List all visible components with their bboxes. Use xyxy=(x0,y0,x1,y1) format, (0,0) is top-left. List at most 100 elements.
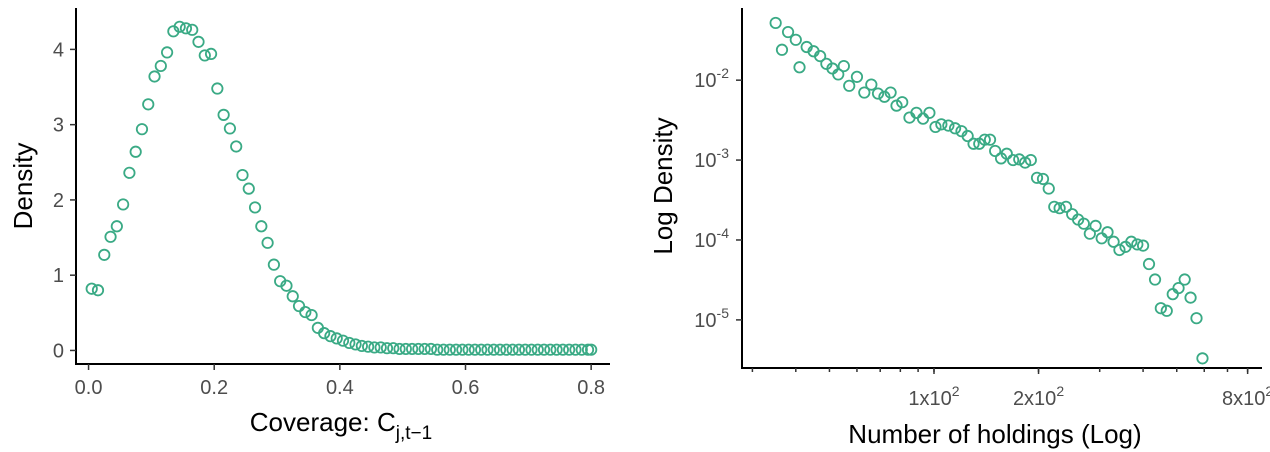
coverage-density-chart: 0 1 2 3 4 0.0 0.2 0.4 0.6 0.8 Density Coverage: … xyxy=(8,8,610,444)
coverage-point xyxy=(267,258,280,271)
holdings-point xyxy=(935,118,948,131)
holdings-log-density-chart: 10-5 10-4 10-3 10-2 1x102 2x102 8x102 Log Den… xyxy=(648,8,1270,449)
holdings-point xyxy=(1030,171,1044,184)
coverage-point xyxy=(468,343,482,356)
coverage-point xyxy=(449,343,463,356)
coverage-point xyxy=(399,342,412,356)
coverage-point xyxy=(512,343,526,356)
holdings-point xyxy=(871,87,885,100)
holdings-point xyxy=(814,50,827,63)
coverage-point xyxy=(475,343,488,356)
left-y-tick-label: 2 xyxy=(53,190,64,212)
coverage-point xyxy=(292,299,306,313)
coverage-point xyxy=(537,343,551,356)
holdings-point xyxy=(1083,227,1096,240)
coverage-point xyxy=(135,123,149,136)
coverage-point xyxy=(519,343,532,356)
coverage-point xyxy=(248,201,262,214)
coverage-point xyxy=(255,220,268,233)
holdings-point xyxy=(865,78,878,91)
coverage-point xyxy=(525,343,538,356)
holdings-point xyxy=(923,106,936,119)
holdings-point xyxy=(1107,235,1120,248)
holdings-point xyxy=(1077,217,1090,230)
holdings-point xyxy=(1166,288,1179,301)
coverage-point xyxy=(318,327,331,340)
holdings-point xyxy=(1059,200,1073,213)
holdings-point xyxy=(1142,257,1156,271)
coverage-point xyxy=(506,343,519,356)
holdings-point xyxy=(1190,312,1203,325)
holdings-point xyxy=(1089,219,1102,233)
holdings-point xyxy=(1048,200,1061,213)
holdings-point xyxy=(1184,291,1197,304)
coverage-point xyxy=(117,198,130,211)
holdings-point xyxy=(948,122,962,135)
holdings-point xyxy=(837,59,850,73)
coverage-point xyxy=(198,49,211,62)
coverage-point xyxy=(179,22,193,35)
coverage-point xyxy=(129,145,142,158)
coverage-point xyxy=(192,35,205,48)
holdings-point xyxy=(832,68,845,81)
left-x-tick-label: 0.8 xyxy=(577,377,605,399)
right-y-tick-label: 10-2 xyxy=(694,65,729,92)
coverage-point xyxy=(368,341,381,354)
coverage-point xyxy=(387,342,400,355)
holdings-point xyxy=(1013,153,1026,166)
holdings-point xyxy=(858,86,871,99)
coverage-points-group xyxy=(85,20,598,356)
coverage-point xyxy=(211,82,224,95)
coverage-point xyxy=(487,343,500,356)
holdings-point xyxy=(978,133,991,146)
holdings-point xyxy=(1000,147,1013,160)
coverage-point xyxy=(569,343,582,356)
coverage-point xyxy=(91,284,105,297)
coverage-point xyxy=(286,290,299,303)
holdings-point xyxy=(1172,281,1185,295)
coverage-point xyxy=(544,343,557,356)
left-x-tick-label: 0.2 xyxy=(200,377,228,399)
coverage-point xyxy=(550,343,563,356)
coverage-point xyxy=(412,342,425,356)
coverage-point xyxy=(575,343,588,356)
right-x-ticks: 1x102 2x102 8x102 xyxy=(751,368,1270,410)
coverage-point xyxy=(585,343,598,356)
holdings-point xyxy=(942,119,955,132)
holdings-point xyxy=(769,16,782,30)
holdings-point xyxy=(967,137,980,150)
coverage-point xyxy=(343,336,356,350)
coverage-point xyxy=(280,279,293,292)
coverage-point xyxy=(236,168,249,182)
left-y-tick-label: 4 xyxy=(53,39,64,61)
left-y-ticks: 0 1 2 3 4 xyxy=(53,39,76,362)
coverage-point xyxy=(148,70,161,83)
holdings-point xyxy=(916,112,930,125)
right-y-tick-label: 10-5 xyxy=(694,305,729,332)
left-x-ticks: 0.0 0.2 0.4 0.6 0.8 xyxy=(75,364,605,399)
coverage-point xyxy=(393,342,406,356)
holdings-point xyxy=(1101,226,1114,239)
holdings-point xyxy=(1136,239,1150,252)
coverage-point xyxy=(305,308,318,322)
holdings-point xyxy=(843,79,856,92)
coverage-point xyxy=(493,343,507,356)
holdings-point xyxy=(1024,153,1037,167)
coverage-point xyxy=(204,47,218,61)
coverage-point xyxy=(349,338,362,351)
coverage-point xyxy=(261,236,274,249)
coverage-point xyxy=(142,98,155,111)
holdings-point xyxy=(1095,232,1108,245)
coverage-point xyxy=(424,342,438,356)
holdings-point xyxy=(789,33,802,46)
coverage-point xyxy=(242,182,255,195)
holdings-point xyxy=(775,43,789,56)
holdings-point xyxy=(929,120,942,134)
coverage-point xyxy=(173,20,186,33)
coverage-point xyxy=(324,330,337,343)
coverage-point xyxy=(123,166,136,179)
coverage-point xyxy=(556,343,569,356)
left-x-tick-label: 0.0 xyxy=(75,377,103,399)
holdings-point xyxy=(1053,202,1066,215)
